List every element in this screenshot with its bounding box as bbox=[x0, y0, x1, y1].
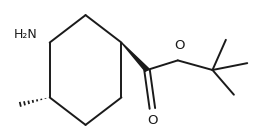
Polygon shape bbox=[122, 43, 149, 72]
Text: O: O bbox=[175, 39, 185, 52]
Text: O: O bbox=[147, 114, 158, 127]
Text: H₂N: H₂N bbox=[14, 28, 38, 41]
